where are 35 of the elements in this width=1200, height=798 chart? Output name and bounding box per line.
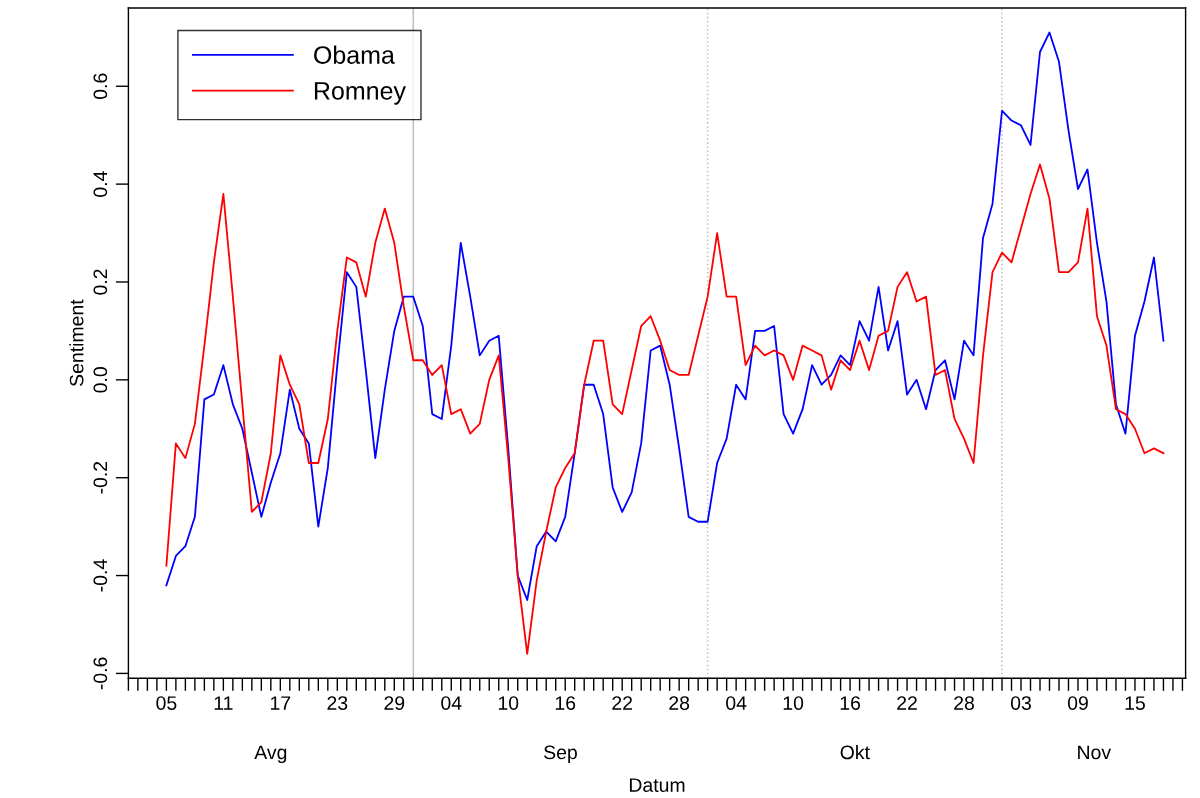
line-series [165, 163, 1165, 655]
x-tick-label: 23 [327, 696, 348, 710]
text: Nov [1078, 745, 1112, 760]
x-tick-label: 11 [214, 696, 233, 710]
y-tick-label: 0.4 [93, 171, 108, 197]
line-series [165, 31, 1165, 601]
x-tick-label: 10 [498, 696, 519, 710]
x-tick-label: 03 [1010, 696, 1031, 710]
x-tick-label: 22 [612, 696, 633, 710]
y-tick-label: -0.6 [93, 657, 108, 690]
x-tick-label: 22 [897, 696, 917, 710]
legend-label: Obama [314, 45, 395, 64]
legend-label: Romney [314, 82, 406, 105]
text: Sep [544, 745, 577, 764]
y-tick-label: 0.6 [93, 73, 108, 100]
y-tick-label: -0.2 [93, 461, 108, 494]
x-tick-label: 28 [954, 696, 974, 710]
x-tick-label: 28 [669, 696, 690, 710]
y-tick-label: 0.0 [93, 367, 108, 393]
x-tick-label: 04 [441, 696, 462, 710]
text: Okt [840, 744, 870, 760]
x-tick-label: 29 [384, 696, 405, 710]
text: Avg [254, 745, 287, 764]
y-axis-title: Sentiment [69, 299, 84, 387]
x-tick-label: 16 [555, 696, 576, 710]
y-tick-label: 0.2 [93, 269, 108, 295]
x-tick-label: 15 [1125, 696, 1145, 710]
x-tick-label: 04 [726, 696, 747, 710]
x-axis-title: Datum [629, 778, 685, 792]
x-tick-label: 05 [156, 696, 177, 710]
x-tick-label: 16 [840, 696, 861, 710]
x-tick-label: 10 [783, 696, 804, 710]
y-tick-label: -0.4 [93, 559, 108, 592]
x-tick-label: 17 [271, 696, 291, 710]
x-tick-label: 09 [1067, 696, 1088, 710]
